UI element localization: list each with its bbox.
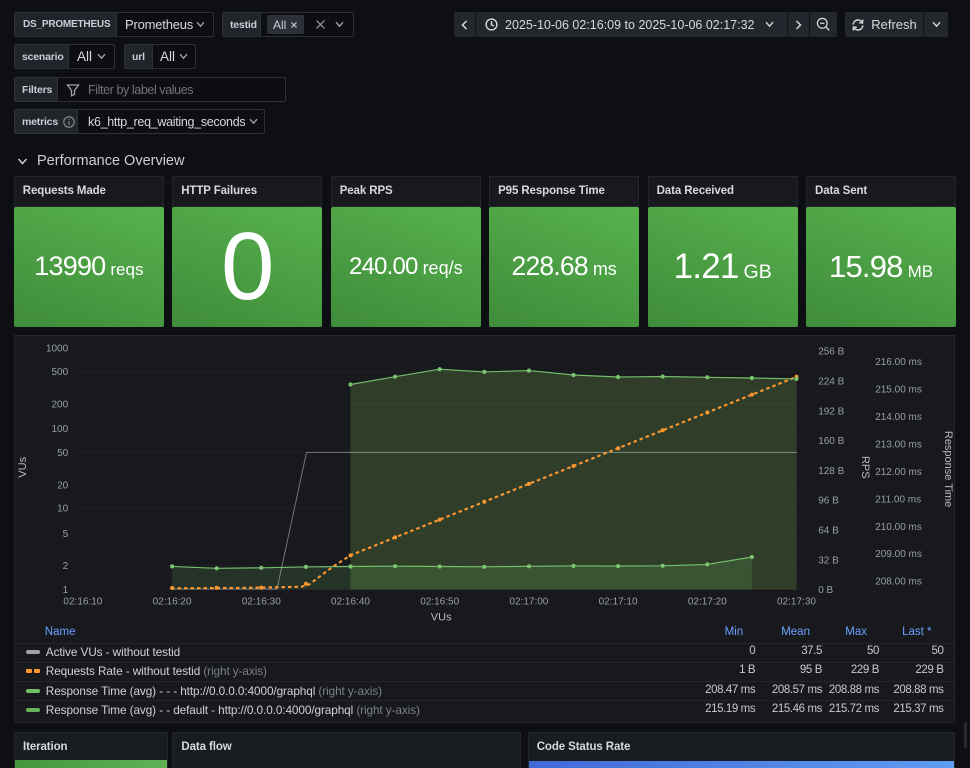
svg-text:211.00 ms: 211.00 ms (875, 495, 921, 506)
svg-text:1: 1 (62, 585, 68, 596)
svg-text:02:17:10: 02:17:10 (598, 597, 637, 608)
svg-text:210.00 ms: 210.00 ms (875, 522, 922, 533)
svg-text:100: 100 (51, 425, 68, 436)
svg-text:192 B: 192 B (818, 407, 844, 418)
svg-text:20: 20 (57, 481, 69, 492)
svg-text:02:16:20: 02:16:20 (152, 597, 191, 608)
svg-text:1000: 1000 (46, 344, 69, 355)
svg-text:VUs: VUs (17, 457, 29, 478)
svg-text:213.00 ms: 213.00 ms (875, 440, 922, 451)
svg-text:32 B: 32 B (818, 556, 839, 567)
svg-text:2: 2 (62, 561, 68, 572)
svg-text:128 B: 128 B (818, 466, 844, 477)
svg-text:5: 5 (62, 529, 68, 540)
svg-text:02:16:30: 02:16:30 (242, 597, 281, 608)
svg-text:160 B: 160 B (818, 436, 844, 447)
svg-text:224 B: 224 B (818, 377, 844, 388)
svg-text:209.00 ms: 209.00 ms (875, 550, 922, 561)
svg-text:Response Time: Response Time (942, 431, 954, 507)
svg-text:212.00 ms: 212.00 ms (875, 467, 922, 478)
svg-text:208.00 ms: 208.00 ms (875, 577, 922, 588)
svg-text:VUs: VUs (431, 612, 452, 624)
svg-text:02:16:10: 02:16:10 (63, 597, 102, 608)
svg-text:200: 200 (51, 400, 68, 411)
svg-text:215.00 ms: 215.00 ms (875, 385, 922, 396)
svg-text:02:16:50: 02:16:50 (420, 597, 459, 608)
svg-text:50: 50 (57, 448, 69, 459)
svg-text:02:17:00: 02:17:00 (509, 597, 548, 608)
svg-text:10: 10 (57, 504, 69, 515)
svg-text:02:17:20: 02:17:20 (688, 597, 727, 608)
svg-text:RPS: RPS (859, 456, 871, 479)
svg-text:64 B: 64 B (818, 526, 839, 537)
svg-text:02:16:40: 02:16:40 (331, 597, 370, 608)
svg-text:216.00 ms: 216.00 ms (875, 357, 922, 368)
svg-text:96 B: 96 B (818, 496, 839, 507)
svg-text:02:17:30: 02:17:30 (777, 597, 816, 608)
svg-text:214.00 ms: 214.00 ms (875, 412, 922, 423)
svg-text:500: 500 (51, 367, 68, 378)
svg-text:256 B: 256 B (818, 347, 844, 358)
svg-text:0 B: 0 B (818, 585, 833, 596)
